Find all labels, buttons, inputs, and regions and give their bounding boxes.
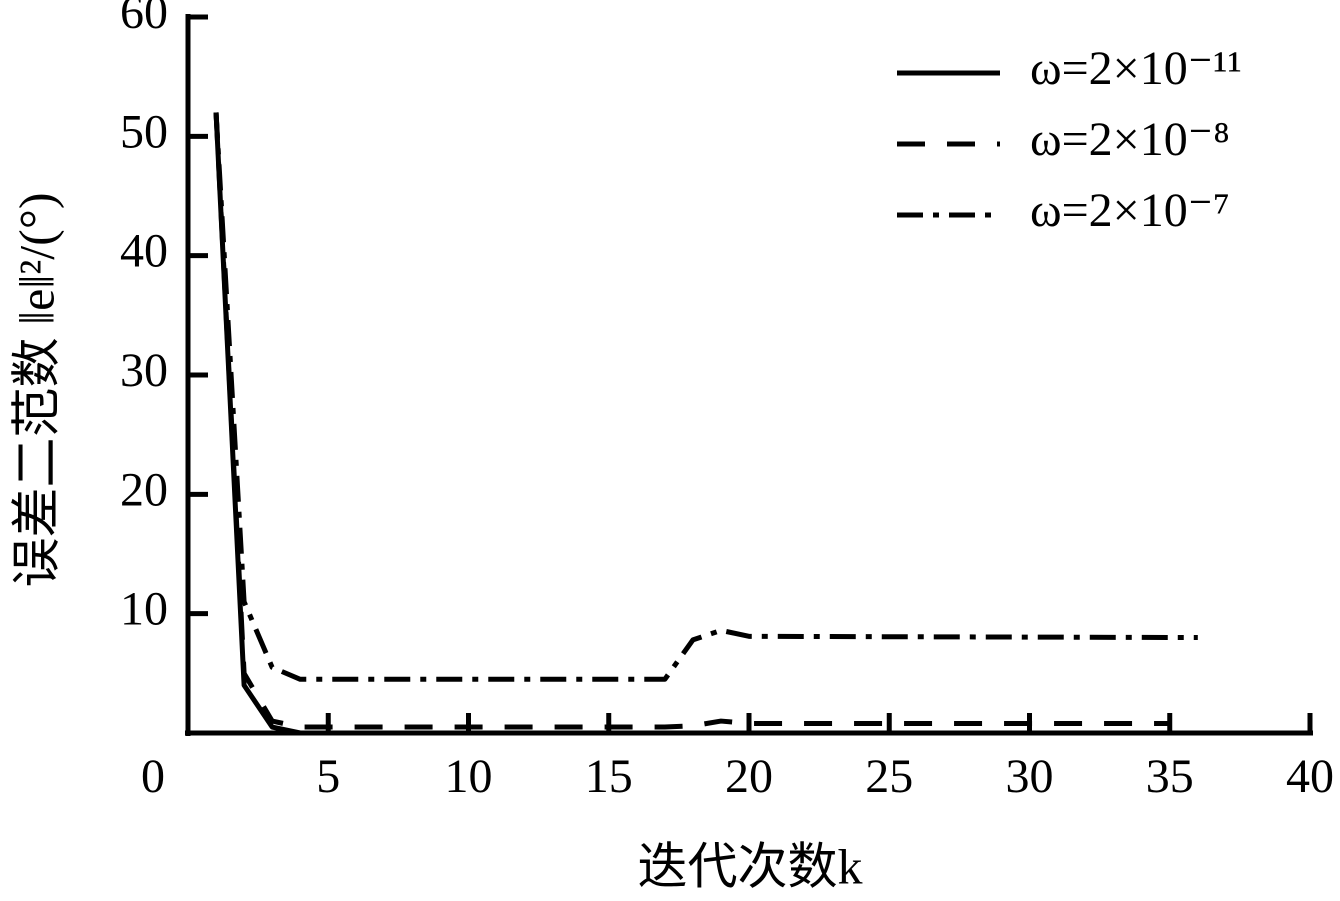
x-tick-label: 10 [445,750,493,803]
data-line [213,112,329,736]
x-tick-label: 15 [585,750,633,803]
y-tick-label: 60 [120,0,168,39]
legend-label: ω=2×10⁻¹¹ [1030,42,1242,95]
x-tick-label: 20 [725,750,773,803]
y-axis-label: 误差二范数 ‖e‖²/(°) [8,193,64,588]
x-tick-label: 25 [865,750,913,803]
y-tick-label: 20 [120,463,168,516]
data-line [213,112,1170,730]
legend-label: ω=2×10⁻⁷ [1030,184,1230,237]
y-tick-label: 50 [120,105,168,158]
x-tick-label: 0 [141,750,165,803]
x-tick-label: 35 [1146,750,1194,803]
y-tick-label: 30 [120,344,168,397]
data-line [213,112,1198,682]
x-tick-label: 40 [1286,750,1334,803]
legend-label: ω=2×10⁻⁸ [1030,113,1230,166]
x-tick-label: 30 [1006,750,1054,803]
x-axis-label: 迭代次数k [638,838,863,894]
x-tick-label: 5 [316,750,340,803]
y-tick-label: 40 [120,225,168,278]
y-tick-label: 10 [120,583,168,636]
